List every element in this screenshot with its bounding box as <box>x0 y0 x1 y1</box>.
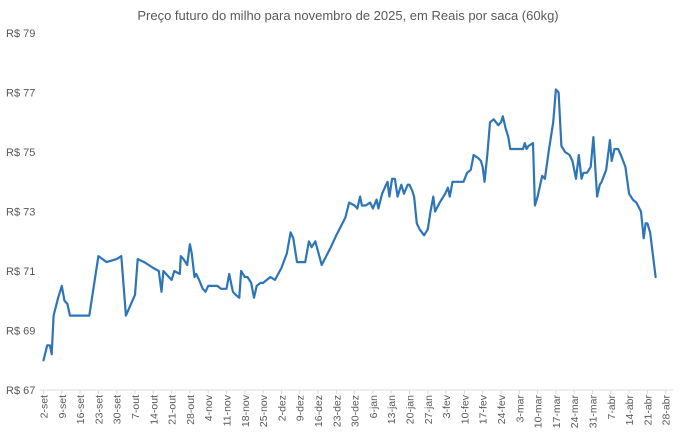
x-tick-label: 7-out <box>130 395 142 419</box>
x-tick-label: 31-mar <box>588 395 600 429</box>
y-tick-label: R$ 75 <box>6 147 35 159</box>
axis-layer <box>40 389 673 394</box>
x-tick-label: 2-dez <box>276 395 288 421</box>
x-tick-label: 2-set <box>39 395 51 418</box>
x-tick-label: 10-mar <box>533 395 545 429</box>
x-tick-label: 3-fev <box>441 394 453 418</box>
x-tick-label: 4-nov <box>203 394 215 421</box>
y-tick-label: R$ 71 <box>6 266 35 278</box>
x-tick-label: 21-out <box>167 395 179 425</box>
x-tick-label: 18-nov <box>240 394 252 427</box>
x-tick-label: 11-nov <box>222 394 234 426</box>
x-tick-label: 17-mar <box>551 395 563 429</box>
x-tick-label: 14-abr <box>624 395 636 426</box>
x-tick-label: 23-dez <box>331 395 343 427</box>
x-tick-label: 13-jan <box>386 395 398 424</box>
chart-title: Preço futuro do milho para novembro de 2… <box>137 8 559 23</box>
x-tick-label: 28-abr <box>661 395 673 426</box>
x-tick-label: 24-fev <box>496 394 508 424</box>
x-tick-label: 30-set <box>112 395 124 424</box>
x-tick-label: 16-set <box>75 395 87 424</box>
x-tick-label: 10-fev <box>459 394 471 424</box>
x-tick-label: 3-mar <box>514 394 526 422</box>
x-tick-label: 6-jan <box>368 395 380 419</box>
x-tick-label: 9-dez <box>295 395 307 421</box>
x-tick-label: 27-jan <box>423 395 435 424</box>
series-line <box>42 88 657 362</box>
x-tick-label: 14-out <box>148 395 160 425</box>
x-tick-label: 17-fev <box>478 394 490 424</box>
y-tick-label: R$ 69 <box>6 326 35 338</box>
y-tick-label: R$ 73 <box>6 207 35 219</box>
x-tick-label: 25-nov <box>258 394 270 427</box>
x-tick-label: 7-abr <box>606 395 618 420</box>
x-tick-label: 16-dez <box>313 395 325 427</box>
x-tick-label: 9-set <box>57 395 69 418</box>
x-tick-label: 20-jan <box>405 395 417 424</box>
y-tick-label: R$ 77 <box>6 88 35 100</box>
x-tick-label: 30-dez <box>350 395 362 427</box>
y-tick-label: R$ 67 <box>6 385 35 397</box>
x-tick-label: 28-out <box>185 395 197 425</box>
x-tick-labels: 2-set 9-set 16-set 23-set 30-set 7-out 14-out 2… <box>39 394 673 428</box>
x-tick-label: 23-set <box>93 395 105 424</box>
x-tick-label: 21-abr <box>642 395 654 426</box>
y-tick-labels: R$ 67 R$ 69 R$ 71 R$ 73 R$ 75 R$ 77 R$ 79 <box>6 28 35 397</box>
series-layer <box>42 88 657 362</box>
x-tick-label: 24-mar <box>569 395 581 429</box>
y-tick-label: R$ 79 <box>6 28 35 40</box>
